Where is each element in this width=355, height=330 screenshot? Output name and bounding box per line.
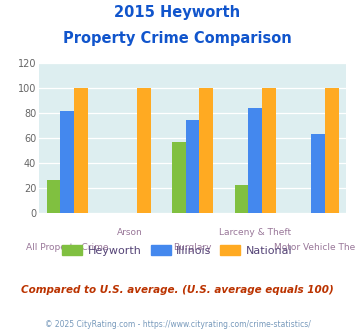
Text: Motor Vehicle Theft: Motor Vehicle Theft: [274, 243, 355, 252]
Text: Property Crime Comparison: Property Crime Comparison: [63, 31, 292, 46]
Bar: [137, 88, 151, 213]
Bar: [311, 134, 325, 213]
Bar: [74, 88, 88, 213]
Bar: [60, 112, 74, 213]
Text: 2015 Heyworth: 2015 Heyworth: [114, 5, 241, 20]
Text: Larceny & Theft: Larceny & Theft: [219, 228, 291, 237]
Text: All Property Crime: All Property Crime: [26, 243, 109, 252]
Text: © 2025 CityRating.com - https://www.cityrating.com/crime-statistics/: © 2025 CityRating.com - https://www.city…: [45, 320, 310, 329]
Bar: [325, 88, 339, 213]
Bar: [47, 180, 60, 213]
Bar: [248, 108, 262, 213]
Bar: [262, 88, 276, 213]
Text: Burglary: Burglary: [173, 243, 212, 252]
Text: Arson: Arson: [117, 228, 143, 237]
Bar: [172, 142, 186, 213]
Bar: [186, 120, 200, 213]
Text: Compared to U.S. average. (U.S. average equals 100): Compared to U.S. average. (U.S. average …: [21, 285, 334, 295]
Bar: [200, 88, 213, 213]
Bar: [235, 185, 248, 213]
Legend: Heyworth, Illinois, National: Heyworth, Illinois, National: [58, 240, 297, 260]
